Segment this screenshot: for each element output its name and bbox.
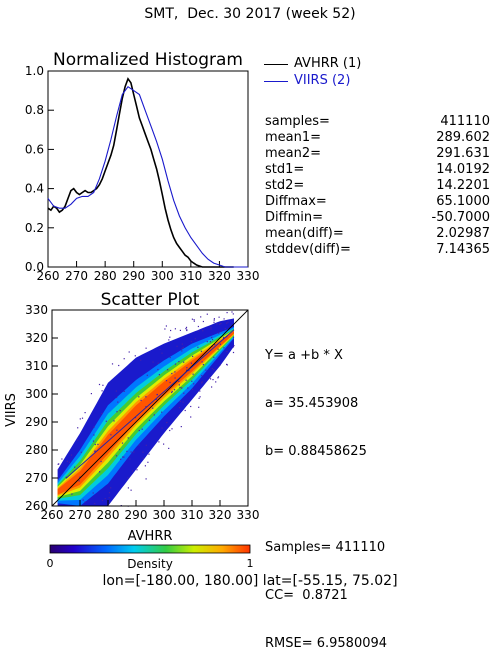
stat-value: 65.1000: [436, 194, 490, 209]
histogram-y-tick-label: 0.0: [25, 260, 44, 274]
stat-value: 2.02987: [436, 226, 490, 241]
histogram-y-tick-label: 0.4: [25, 182, 44, 196]
histogram-x-tick-label: 330: [237, 269, 260, 283]
stat-label: mean1=: [265, 130, 322, 145]
page-title: SMT, Dec. 30 2017 (week 52): [144, 6, 356, 22]
histogram-title: Normalized Histogram: [53, 50, 243, 70]
histogram-series-viirs: [47, 85, 248, 268]
histogram-chart: Normalized Histogram 260 270 280 290 300 310 3…: [25, 50, 260, 283]
stat-row: mean1= 289.602: [265, 130, 490, 146]
legend-item-viirs: VIIRS (2): [264, 73, 361, 90]
stat-label: std1=: [265, 162, 305, 177]
stat-value: 291.631: [436, 146, 490, 161]
stat-label: std2=: [265, 178, 305, 193]
stat-row: samples= 411110: [265, 114, 490, 130]
stat-value: 14.2201: [436, 178, 490, 193]
footer-range: lon=[-180.00, 180.00] lat=[-55.15, 75.02…: [102, 573, 398, 589]
stat-value: 289.602: [436, 130, 490, 145]
histogram-x-tick-label: 300: [151, 269, 174, 283]
stat-label: Diffmin=: [265, 210, 323, 225]
legend-label-viirs: VIIRS (2): [294, 73, 351, 88]
statistics-panel: samples= 411110 mean1= 289.602 mean2= 291.6…: [265, 114, 490, 258]
histogram-x-tick-label: 280: [94, 269, 117, 283]
regression-panel: Y= a +b * X a= 35.453908 b= 0.88458625 S…: [265, 316, 387, 668]
histogram-x-tick-label: 290: [122, 269, 145, 283]
regression-cc: CC= 0.8721: [265, 588, 348, 603]
stat-row: Diffmin= -50.7000: [265, 210, 490, 226]
stat-label: Diffmax=: [265, 194, 327, 209]
regression-samples: Samples= 411110: [265, 540, 386, 555]
regression-formula: Y= a +b * X: [265, 348, 343, 363]
stat-row: mean(diff)= 2.02987: [265, 226, 490, 242]
histogram-frame: [47, 70, 249, 268]
regression-slope: b= 0.88458625: [265, 444, 367, 459]
stat-value: -50.7000: [431, 210, 490, 225]
histogram-x-tick-label: 260: [37, 269, 60, 283]
stat-label: samples=: [265, 114, 330, 129]
stat-label: mean(diff)=: [265, 226, 344, 241]
histogram-y-tick-label: 0.2: [25, 221, 44, 235]
stat-row: std2= 14.2201: [265, 178, 490, 194]
legend-swatch-viirs: [264, 81, 288, 82]
stat-row: mean2= 291.631: [265, 146, 490, 162]
histogram-x-tick-label: 270: [65, 269, 88, 283]
histogram-series-avhrr: [47, 77, 234, 268]
histogram-x-tick-label: 310: [179, 269, 202, 283]
histogram-x-tick-label: 320: [208, 269, 231, 283]
legend-item-avhrr: AVHRR (1): [264, 56, 361, 73]
histogram-series: [47, 77, 248, 268]
stat-value: 411110: [440, 114, 490, 129]
stat-row: stddev(diff)= 7.14365: [265, 242, 490, 258]
histogram-y-tick-label: 1.0: [25, 64, 44, 78]
stat-value: 14.0192: [436, 162, 490, 177]
stat-label: stddev(diff)=: [265, 242, 351, 257]
regression-intercept: a= 35.453908: [265, 396, 359, 411]
regression-rmse: RMSE= 6.9580094: [265, 636, 388, 651]
stat-row: Diffmax= 65.1000: [265, 194, 490, 210]
stat-label: mean2=: [265, 146, 322, 161]
histogram-y-tick-label: 0.8: [25, 103, 44, 117]
histogram-legend: AVHRR (1) VIIRS (2): [264, 56, 361, 90]
legend-label-avhrr: AVHRR (1): [294, 56, 362, 71]
stat-value: 7.14365: [436, 242, 490, 257]
stat-row: std1= 14.0192: [265, 162, 490, 178]
legend-swatch-avhrr: [264, 64, 288, 65]
histogram-ticks: 260 270 280 290 300 310 320 330 0.0 0.2 0.4 0.6 0.8 1…: [25, 64, 260, 283]
histogram-y-tick-label: 0.6: [25, 142, 44, 156]
